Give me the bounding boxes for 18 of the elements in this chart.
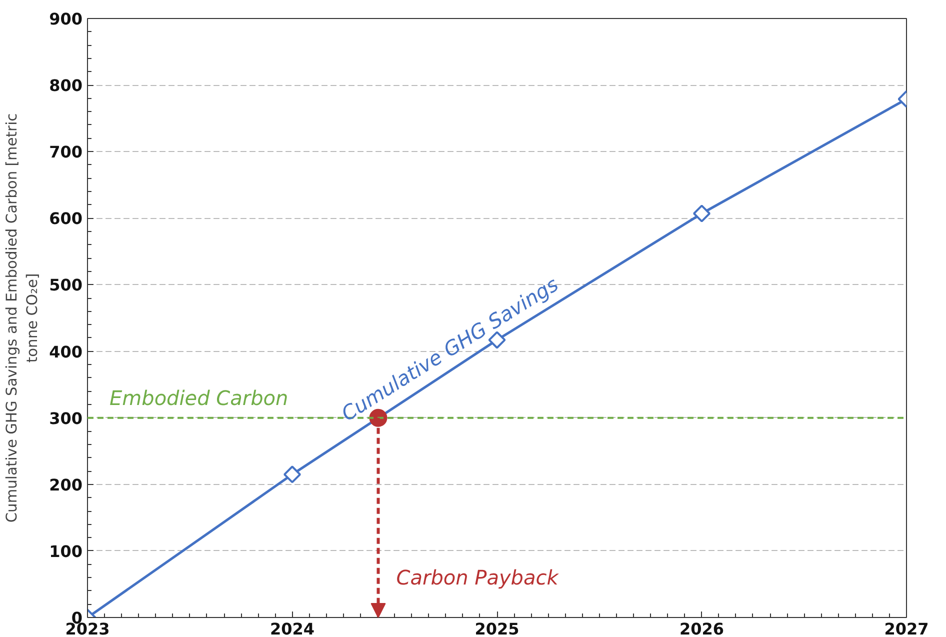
y-tick-label: 700 <box>49 142 83 162</box>
x-tick-label: 2024 <box>270 620 315 637</box>
y-tick-label: 500 <box>49 276 83 295</box>
y-tick-label: 400 <box>49 342 83 362</box>
x-tick-label: 2025 <box>474 620 520 637</box>
y-tick-label: 600 <box>49 209 83 228</box>
point <box>488 331 506 349</box>
y-tick-label: 900 <box>49 10 83 28</box>
y-tick-label: 300 <box>49 408 83 428</box>
x-tick-label: 2026 <box>679 620 724 637</box>
y-tick-label: 100 <box>49 542 83 561</box>
y-tick-label: 800 <box>49 76 83 96</box>
x-tick-label: 2027 <box>884 620 929 637</box>
point <box>283 466 302 484</box>
y-axis-title: Cumulative GHG Savings and Embodied Carbon [metric tonne CO₂e] <box>4 113 42 523</box>
annotation: Carbon Payback <box>396 566 560 590</box>
y-tick-label: 200 <box>49 475 83 494</box>
ref-line-label: Embodied Carbon <box>110 386 288 410</box>
